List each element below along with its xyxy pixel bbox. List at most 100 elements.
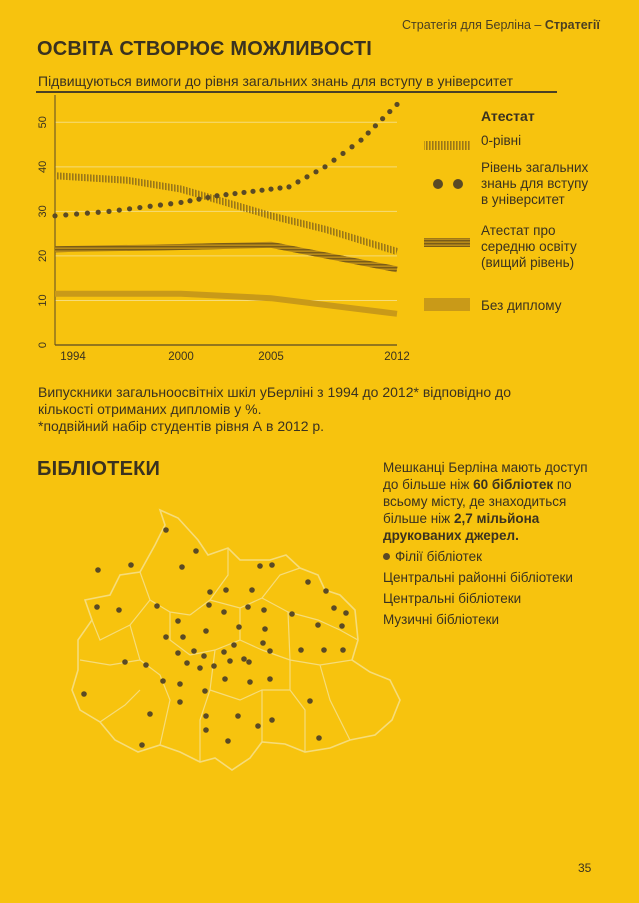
series-point-university-entrance	[365, 130, 371, 136]
series-point-university-entrance	[205, 194, 211, 201]
series-point-university-entrance	[277, 185, 283, 191]
library-dot	[315, 622, 321, 628]
library-dot	[221, 609, 227, 615]
series-point-university-entrance	[259, 187, 265, 193]
series-point-university-entrance	[387, 108, 393, 115]
series-point-university-entrance	[157, 202, 164, 208]
series-line-no-diploma	[55, 290, 398, 317]
library-dot	[343, 610, 349, 616]
chart-ticks: 0 10 20 30 40 50 1994 2000 2005 2012	[37, 116, 410, 363]
series-point-university-entrance	[358, 137, 364, 143]
library-dot	[147, 711, 153, 717]
series-point-university-entrance	[331, 157, 337, 163]
library-dot	[203, 727, 209, 733]
series-point-university-entrance	[394, 101, 400, 108]
library-branch-dot-icon	[383, 552, 390, 560]
series-point-university-entrance	[250, 188, 256, 194]
library-dot	[267, 676, 273, 682]
library-dot	[193, 548, 199, 554]
library-dot	[262, 626, 268, 632]
series-point-university-entrance	[380, 116, 386, 122]
library-dot	[175, 618, 181, 624]
legend-heading: Атестат	[481, 108, 535, 124]
series-point-university-entrance	[232, 190, 238, 197]
library-dot	[305, 579, 311, 585]
legend-item-no-diploma: Без диплому	[481, 298, 562, 313]
library-dot	[269, 717, 275, 723]
series-point-university-entrance	[268, 186, 274, 192]
library-dot	[249, 587, 255, 593]
berlin-map	[71, 508, 401, 771]
library-dot	[316, 735, 322, 741]
library-dot	[207, 589, 213, 595]
series-point-university-entrance	[63, 212, 69, 218]
library-dot	[245, 604, 251, 610]
library-dot	[221, 649, 227, 655]
library-dot	[340, 647, 346, 653]
series-point-university-entrance	[187, 198, 193, 204]
series-point-university-entrance	[52, 213, 58, 219]
running-header: Стратегія для Берліна – Стратегії	[402, 18, 600, 32]
page-number: 35	[578, 861, 592, 875]
x-tick-label: 1994	[60, 351, 86, 363]
library-dot	[261, 607, 267, 613]
legend-swatch-0-levels	[424, 141, 470, 150]
legend-swatches	[424, 141, 470, 311]
library-dot	[175, 650, 181, 656]
library-dot	[307, 698, 313, 704]
library-dot	[180, 634, 186, 640]
series-point-university-entrance	[178, 199, 184, 206]
chart-caption: Випускники загальноосвітніх шкіл уБерлін…	[38, 384, 511, 434]
library-dot	[116, 607, 122, 613]
library-dot	[339, 623, 345, 629]
map-district-lines	[79, 548, 359, 762]
series-point-university-entrance	[304, 174, 310, 180]
library-dot	[154, 603, 160, 609]
library-dot	[227, 658, 233, 664]
library-dot	[223, 587, 229, 593]
series-point-university-entrance	[196, 196, 202, 202]
library-dot	[267, 648, 273, 654]
library-dot	[269, 562, 275, 568]
library-dot	[139, 742, 145, 748]
y-tick-label: 40	[37, 161, 49, 173]
section-title-education: ОСВІТА СТВОРЮЄ МОЖЛИВОСТІ	[37, 38, 373, 60]
series-point-university-entrance	[126, 206, 133, 212]
series-point-university-entrance	[106, 208, 112, 214]
library-dot	[202, 688, 208, 694]
y-tick-label: 30	[37, 205, 49, 217]
y-tick-label: 20	[37, 250, 49, 262]
library-dot	[222, 676, 228, 682]
series-point-university-entrance	[241, 189, 247, 196]
series-point-university-entrance	[95, 209, 101, 215]
series-point-university-entrance	[74, 211, 80, 217]
chart-subtitle: Підвищуються вимоги до рівня загальних з…	[38, 73, 514, 89]
library-dot	[236, 624, 242, 630]
series-point-university-entrance	[340, 150, 346, 157]
series-point-university-entrance	[84, 210, 90, 216]
legend-swatch-no-diploma	[424, 298, 470, 311]
legend-item-university-entrance: Рівень загальних знань для вступу в унів…	[481, 160, 589, 207]
x-tick-label: 2012	[384, 351, 410, 363]
library-dot	[179, 564, 185, 570]
list-item: Музичні бібліотеки	[383, 612, 500, 627]
library-dot	[203, 713, 209, 719]
chart-series	[52, 101, 400, 317]
list-item: Центральні районні бібліотеки	[383, 570, 573, 585]
library-dot	[191, 648, 197, 654]
library-dot	[177, 681, 183, 687]
section-title-libraries: БІБЛІОТЕКИ	[37, 458, 161, 480]
map-outer-boundary	[71, 508, 401, 771]
series-point-university-entrance	[322, 164, 328, 170]
library-dot	[160, 678, 166, 684]
series-point-university-entrance	[223, 192, 229, 198]
library-dot	[241, 656, 247, 662]
series-point-university-entrance	[214, 193, 220, 199]
series-point-university-entrance	[116, 207, 122, 213]
series-line-secondary-certificate-stripes	[54, 241, 398, 273]
subtitle-rule	[36, 91, 557, 93]
library-dot	[255, 723, 261, 729]
y-tick-label: 10	[37, 294, 49, 306]
library-dot	[81, 691, 87, 697]
